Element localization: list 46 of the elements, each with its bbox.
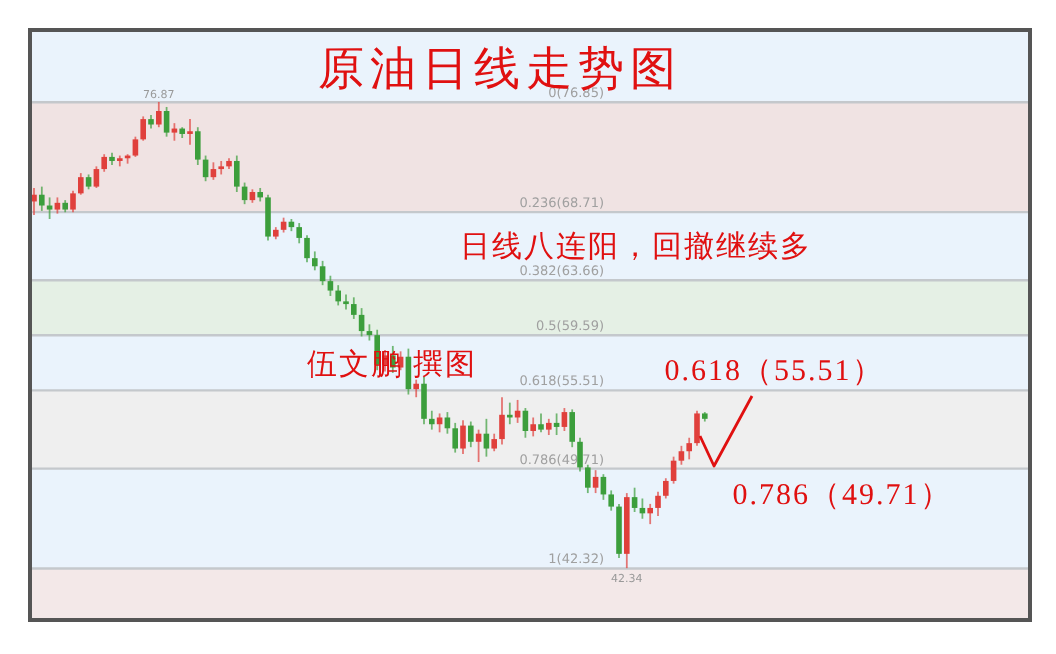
candlestick bbox=[195, 126, 201, 166]
candlestick bbox=[569, 408, 575, 449]
candlestick bbox=[608, 489, 614, 512]
candlestick bbox=[631, 486, 638, 513]
candlestick bbox=[351, 296, 357, 320]
text: 0.786（49.71） bbox=[732, 480, 952, 512]
candlestick bbox=[460, 419, 466, 455]
candlestick bbox=[265, 193, 271, 242]
annotation: 0.618（55.51） bbox=[664, 356, 884, 388]
candlestick bbox=[234, 154, 240, 193]
candlestick bbox=[468, 420, 474, 449]
candlestick bbox=[686, 436, 692, 461]
candlestick bbox=[296, 222, 302, 245]
candlestick bbox=[592, 469, 599, 494]
candlestick bbox=[663, 477, 669, 500]
candlestick bbox=[444, 411, 451, 435]
candlestick bbox=[312, 250, 318, 272]
candlestick bbox=[530, 416, 536, 438]
candlestick bbox=[319, 259, 326, 287]
candlestick bbox=[561, 407, 568, 432]
candlestick bbox=[499, 396, 505, 446]
candlestick bbox=[655, 490, 661, 517]
candlestick bbox=[436, 412, 443, 434]
candlestick bbox=[585, 463, 591, 494]
candlestick bbox=[616, 502, 622, 559]
candlestick bbox=[538, 412, 544, 434]
candlestick bbox=[429, 409, 435, 431]
candlestick bbox=[156, 101, 162, 129]
candlestick bbox=[132, 135, 139, 158]
candlestick bbox=[421, 376, 427, 426]
candlestick bbox=[140, 115, 146, 142]
candlestick bbox=[78, 172, 84, 196]
candlestick bbox=[39, 185, 45, 212]
candlestick bbox=[335, 284, 341, 307]
candlestick bbox=[694, 409, 700, 447]
candlestick bbox=[647, 502, 653, 526]
candlestick bbox=[93, 165, 100, 189]
candlestick bbox=[327, 274, 334, 297]
candlestick bbox=[70, 189, 76, 214]
candlestick bbox=[163, 106, 170, 138]
annotation: 日线八连阳，回撤继续多 bbox=[460, 230, 812, 264]
candlestick bbox=[187, 118, 193, 146]
candlestick bbox=[678, 444, 685, 466]
candlestick bbox=[304, 234, 310, 264]
candlestick bbox=[452, 421, 458, 454]
candlestick bbox=[483, 417, 490, 458]
